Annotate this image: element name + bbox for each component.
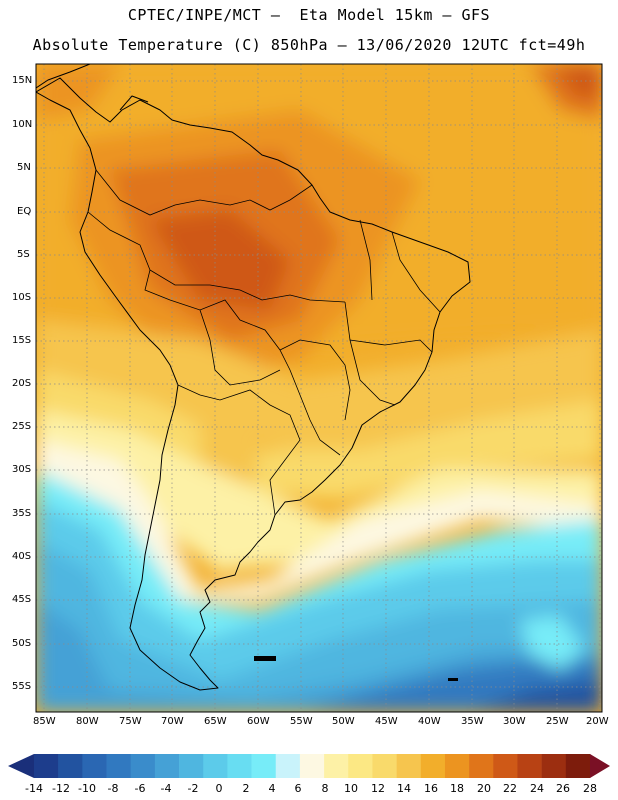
colorbar-label: 2 — [242, 782, 250, 795]
colorbar-label: 8 — [321, 782, 329, 795]
lon-label: 50W — [332, 716, 355, 727]
temperature-map — [35, 63, 603, 713]
colorbar-cell — [154, 754, 180, 778]
lat-label: 50S — [12, 638, 32, 649]
lat-label: 5S — [17, 249, 30, 260]
colorbar-label: 26 — [556, 782, 570, 795]
lon-label: 25W — [546, 716, 569, 727]
lat-label: 35S — [12, 508, 32, 519]
lon-label: 20W — [586, 716, 609, 727]
colorbar-label: 22 — [503, 782, 517, 795]
lat-label: 45S — [12, 594, 32, 605]
lon-label: 30W — [503, 716, 526, 727]
colorbar-label: -8 — [107, 782, 119, 795]
colorbar-label: 14 — [397, 782, 411, 795]
colorbar-label: -12 — [52, 782, 70, 795]
colorbar-cell — [444, 754, 470, 778]
lon-label: 80W — [76, 716, 99, 727]
lat-label: 10S — [12, 292, 32, 303]
colorbar-cell — [372, 754, 397, 778]
map-title-line1: CPTEC/INPE/MCT – Eta Model 15km – GFS — [127, 6, 491, 24]
colorbar-cell — [541, 754, 567, 778]
colorbar-cell — [493, 754, 518, 778]
lat-label: EQ — [17, 206, 32, 217]
lat-label: 15S — [12, 335, 32, 346]
colorbar-label: 24 — [530, 782, 544, 795]
colorbar-label: 10 — [344, 782, 358, 795]
colorbar-cell — [469, 754, 494, 778]
lat-label: 10N — [12, 119, 33, 130]
colorbar-cell — [324, 754, 349, 778]
lat-label: 20S — [12, 378, 32, 389]
lon-label: 55W — [290, 716, 313, 727]
colorbar-cell — [275, 754, 301, 778]
colorbar-label: 20 — [477, 782, 491, 795]
lon-label: 60W — [247, 716, 270, 727]
lon-label: 45W — [375, 716, 398, 727]
lon-label: 65W — [204, 716, 227, 727]
lon-label: 35W — [461, 716, 484, 727]
colorbar-cell — [348, 754, 373, 778]
lat-label: 55S — [12, 681, 32, 692]
colorbar-cell — [34, 754, 59, 778]
lat-label: 5N — [17, 162, 31, 173]
colorbar-label: -14 — [25, 782, 43, 795]
colorbar-label: -2 — [187, 782, 199, 795]
lat-label: 40S — [12, 551, 32, 562]
colorbar-label: -10 — [78, 782, 96, 795]
colorbar-cell — [517, 754, 542, 778]
colorbar-right-arrow — [590, 754, 610, 778]
lon-label: 40W — [418, 716, 441, 727]
map-title-line2: Absolute Temperature (C) 850hPa – 13/06/… — [32, 36, 586, 54]
colorbar-cell — [227, 754, 252, 778]
colorbar-label: -4 — [160, 782, 172, 795]
colorbar — [8, 754, 610, 778]
colorbar-cell — [420, 754, 446, 778]
colorbar-cell — [299, 754, 325, 778]
temperature-field — [36, 64, 602, 712]
country-borders — [87, 169, 441, 516]
colorbar-label: 4 — [268, 782, 276, 795]
colorbar-cell — [396, 754, 422, 778]
colorbar-label: -6 — [134, 782, 146, 795]
coastline — [36, 64, 471, 691]
colorbar-cell — [565, 754, 591, 778]
lon-label: 75W — [119, 716, 142, 727]
graticule — [36, 64, 602, 712]
colorbar-label: 12 — [371, 782, 385, 795]
colorbar-cell — [179, 754, 204, 778]
colorbar-cell — [130, 754, 156, 778]
colorbar-label: 6 — [294, 782, 302, 795]
colorbar-left-arrow — [8, 754, 34, 778]
lon-label: 70W — [161, 716, 184, 727]
colorbar-cell — [106, 754, 131, 778]
lon-label: 85W — [33, 716, 56, 727]
colorbar-cell — [251, 754, 277, 778]
lat-label: 25S — [12, 421, 32, 432]
lat-label: 30S — [12, 464, 32, 475]
colorbar-cell — [82, 754, 107, 778]
colorbar-label: 16 — [424, 782, 438, 795]
colorbar-label: 0 — [215, 782, 223, 795]
islands — [254, 656, 458, 681]
colorbar-cell — [58, 754, 83, 778]
colorbar-label: 28 — [583, 782, 597, 795]
colorbar-cell — [203, 754, 228, 778]
map-frame — [35, 63, 603, 713]
colorbar-label: 18 — [450, 782, 464, 795]
lat-label: 15N — [12, 75, 33, 86]
